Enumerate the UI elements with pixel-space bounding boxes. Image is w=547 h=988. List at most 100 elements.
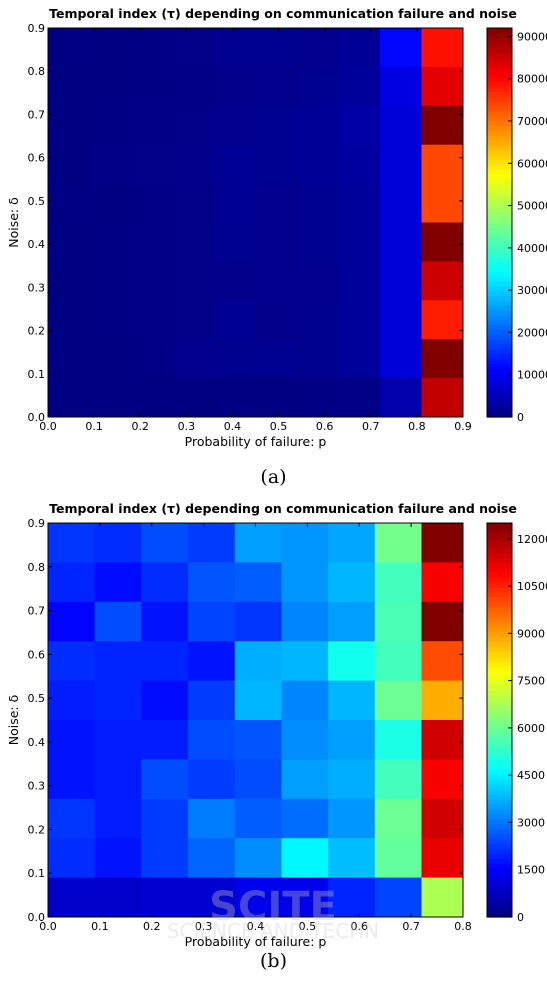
colorbar-segment: [487, 280, 512, 287]
heatmap-cell: [338, 144, 381, 185]
heatmap-cell: [94, 641, 142, 682]
heatmap-cell: [421, 144, 464, 185]
colorbar-segment: [487, 759, 512, 765]
heatmap-cell: [281, 562, 329, 603]
heatmap-cell: [421, 261, 464, 301]
heatmap-cell: [380, 339, 422, 379]
colorbar-segment: [487, 339, 512, 345]
heatmap-cell: [374, 601, 422, 642]
x-tick-label: 0.1: [85, 420, 103, 433]
heatmap-cell: [297, 222, 339, 262]
colorbar-segment: [487, 705, 512, 711]
colorbar-segment: [487, 42, 512, 49]
colorbar-segment: [487, 76, 512, 83]
heatmap-cell: [89, 105, 132, 146]
x-tick-label: 0.4: [224, 420, 242, 433]
heatmap-cell: [421, 798, 464, 839]
colorbar-segment: [487, 862, 512, 869]
heatmap-cell: [297, 261, 339, 301]
heatmap-cell: [421, 222, 464, 262]
heatmap-cell: [421, 523, 464, 563]
colorbar-segment: [487, 739, 512, 746]
heatmap-cell: [328, 641, 376, 682]
heatmap-cell: [89, 183, 132, 223]
colorbar-segment: [487, 877, 512, 884]
colorbar-tick-label: 30000: [517, 284, 547, 297]
colorbar-segment: [487, 754, 512, 760]
heatmap-cell: [380, 183, 422, 223]
colorbar-segment: [487, 241, 512, 248]
heatmap-cell: [131, 66, 173, 107]
colorbar-segment: [487, 823, 512, 829]
heatmap-cell: [281, 601, 329, 642]
y-tick-label: 0.6: [28, 648, 46, 661]
heatmap-cell: [421, 105, 464, 146]
y-tick-label: 0.7: [28, 108, 46, 121]
colorbar-segment: [487, 232, 512, 238]
heatmap-cell: [188, 838, 236, 879]
colorbar-segment: [487, 897, 512, 903]
y-tick-label: 0.1: [28, 368, 46, 381]
heatmap-cell: [141, 601, 189, 642]
heatmap-cell: [328, 877, 376, 918]
heatmap-cell: [48, 183, 90, 223]
heatmap-cell: [214, 300, 256, 340]
heatmap-cell: [374, 877, 422, 918]
colorbar-segment: [487, 261, 512, 267]
colorbar-segment: [487, 784, 512, 790]
colorbar-segment: [487, 290, 512, 297]
heatmap-cell: [374, 798, 422, 839]
colorbar-segment: [487, 207, 512, 214]
colorbar-segment: [487, 537, 512, 544]
colorbar-segment: [487, 266, 512, 272]
heatmap-cell: [380, 300, 422, 340]
colorbar-tick-label: 4500: [517, 769, 545, 782]
colorbar-segment: [487, 843, 512, 849]
y-tick-label: 0.6: [28, 152, 46, 165]
colorbar-segment: [487, 305, 512, 311]
heatmap-cell: [421, 183, 464, 223]
colorbar-tick-label: 60000: [517, 157, 547, 170]
heatmap-cell: [255, 183, 298, 223]
heatmap-cell: [48, 339, 90, 379]
heatmap-cell: [141, 641, 189, 682]
y-axis-label: Noise: δ: [6, 695, 21, 746]
heatmap-cell: [141, 562, 189, 603]
heatmap-cell: [89, 28, 132, 68]
heatmap-cell: [131, 261, 173, 301]
heatmap-cell: [297, 300, 339, 340]
colorbar-segment: [487, 120, 512, 126]
heatmap-cell: [48, 261, 90, 301]
heatmap-cell: [328, 523, 376, 563]
heatmap-cell: [48, 300, 90, 340]
colorbar-segment: [487, 729, 512, 736]
colorbar-segment: [487, 324, 512, 331]
heatmap-cell: [141, 838, 189, 879]
heatmap-cell: [328, 680, 376, 721]
heatmap-cell: [380, 105, 422, 146]
colorbar-segment: [487, 788, 512, 795]
colorbar-segment: [487, 37, 512, 44]
colorbar-segment: [487, 892, 512, 898]
heatmap-cell: [214, 222, 256, 262]
heatmap-cell: [328, 720, 376, 760]
heatmap-cell: [421, 28, 464, 68]
colorbar-segment: [487, 382, 512, 389]
colorbar-segment: [487, 373, 512, 379]
heatmap-cell: [380, 378, 422, 418]
heatmap-cell: [48, 641, 96, 682]
heatmap-cell: [94, 601, 142, 642]
colorbar-segment: [487, 149, 512, 156]
colorbar-segment: [487, 655, 512, 662]
heatmap-cell: [214, 144, 256, 185]
heatmap-cell: [421, 759, 464, 800]
heatmap-cell: [374, 562, 422, 603]
heatmap-cell: [255, 222, 298, 262]
colorbar-segment: [487, 256, 512, 262]
heatmap-cell: [48, 601, 96, 642]
heatmap-cell: [48, 838, 96, 879]
heatmap-cell: [172, 66, 215, 107]
x-tick-label: 0.7: [362, 420, 380, 433]
colorbar-segment: [487, 852, 512, 859]
heatmap-cell: [188, 523, 236, 563]
